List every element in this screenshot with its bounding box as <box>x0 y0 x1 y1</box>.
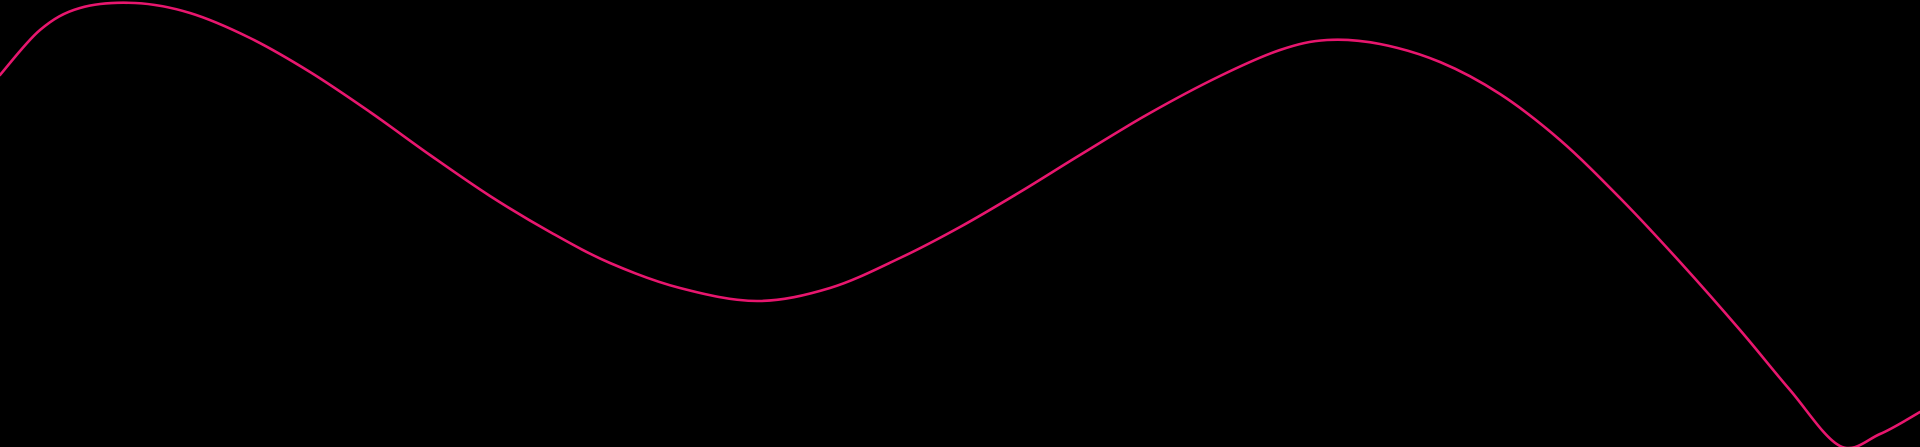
chart-background <box>0 0 1920 447</box>
curve-line-series <box>0 1 1920 447</box>
plot-canvas <box>0 0 1920 447</box>
sine-wave-chart <box>0 0 1920 447</box>
